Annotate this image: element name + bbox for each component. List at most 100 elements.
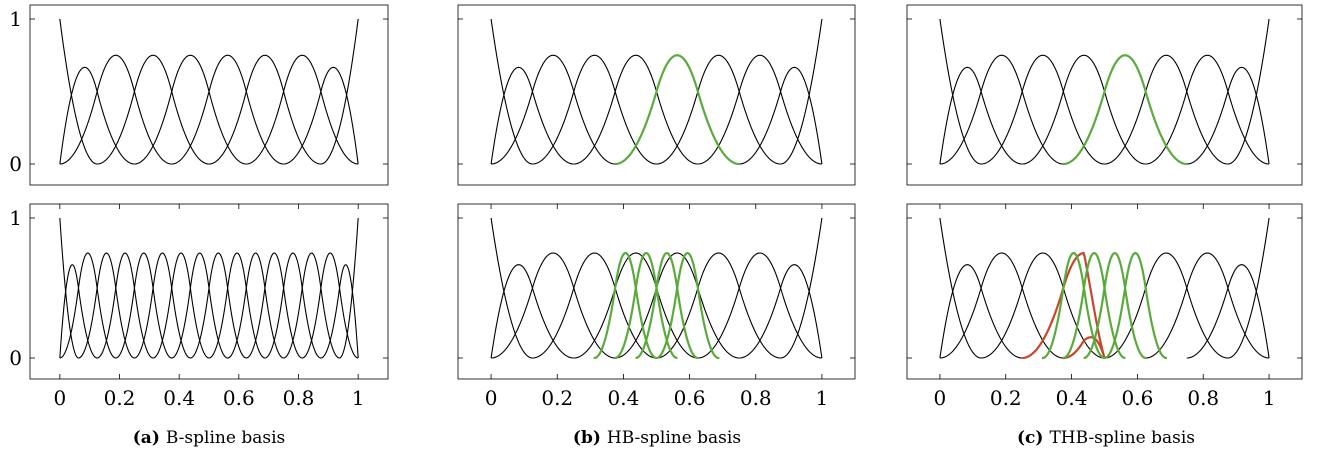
basis-function-0: [490, 217, 533, 359]
caption-b-tag: (b): [572, 428, 601, 448]
truncated-basis-function-4: [1022, 251, 1106, 360]
x-tick-label: 1: [352, 386, 365, 410]
basis-function-7: [1145, 252, 1270, 359]
basis-function-9: [1227, 18, 1270, 165]
fine-basis-function-9: [1083, 251, 1147, 360]
basis-function-4: [573, 54, 699, 165]
basis-function-1: [59, 264, 98, 359]
caption-c: (c) THB-spline basis: [1017, 428, 1195, 448]
y-tick-label: 0: [9, 152, 22, 176]
basis-function-8: [739, 264, 823, 359]
basis-function-2: [491, 252, 616, 359]
x-tick-label: 0.8: [283, 386, 315, 410]
x-tick-label: 0.8: [1187, 386, 1219, 410]
basis-function-6: [656, 54, 782, 165]
basis-function-17: [339, 217, 359, 359]
basis-function-8: [283, 66, 359, 165]
basis-function-1: [490, 264, 574, 359]
basis-function-0: [939, 217, 982, 359]
basis-function-9: [780, 217, 823, 359]
basis-function-3: [96, 54, 210, 165]
caption-a: (a) B-spline basis: [133, 428, 285, 448]
x-tick-label: 0.6: [1122, 386, 1154, 410]
basis-function-0: [939, 18, 982, 165]
y-tick-label: 1: [9, 206, 22, 230]
basis-function-16: [320, 264, 359, 359]
plot-frame: [29, 203, 389, 380]
basis-function-6: [656, 252, 782, 359]
basis-function-5: [171, 54, 284, 165]
chart-panel-4: [906, 4, 1303, 186]
basis-function-6: [1104, 54, 1229, 165]
y-tick-label: 1: [9, 7, 22, 31]
basis-function-0: [59, 217, 79, 359]
basis-function-2: [939, 54, 1064, 165]
chart-panel-3: 0 0.2 0.4 0.6 0.8 1: [457, 203, 856, 410]
basis-function-8: [1186, 66, 1270, 165]
y-tick-label: 0: [9, 346, 22, 370]
x-tick-label: 0: [934, 386, 947, 410]
basis-function-1: [939, 264, 1023, 359]
caption-b: (b) HB-spline basis: [573, 428, 741, 448]
basis-function-7: [697, 252, 822, 359]
chart-panel-2: [457, 4, 856, 186]
plot-frame: [906, 203, 1303, 380]
caption-a-tag: (a): [132, 428, 160, 448]
x-tick-label: 0.6: [674, 386, 706, 410]
basis-function-5: [614, 54, 740, 166]
basis-function-2: [491, 54, 616, 165]
basis-function-9: [1227, 217, 1270, 359]
x-tick-label: 0.4: [163, 386, 195, 410]
plot-frame: [457, 203, 856, 380]
basis-function-8: [1186, 264, 1270, 359]
basis-function-2: [59, 252, 117, 359]
basis-function-6: [134, 252, 192, 359]
basis-function-9: [320, 18, 359, 165]
basis-function-7: [697, 54, 822, 165]
chart-panel-0: 01: [9, 4, 389, 186]
basis-function-6: [208, 54, 322, 165]
plot-frame: [457, 4, 856, 186]
caption-b-text: HB-spline basis: [606, 428, 742, 448]
basis-function-14: [283, 252, 341, 359]
x-tick-label: 0.2: [990, 386, 1022, 410]
basis-function-1: [59, 66, 135, 165]
basis-function-0: [490, 18, 534, 165]
caption-c-tag: (c): [1017, 428, 1044, 448]
fine-basis-function-10: [1104, 251, 1168, 360]
x-tick-label: 0: [485, 386, 498, 410]
x-tick-label: 0.2: [541, 386, 573, 410]
x-tick-label: 1: [1263, 386, 1276, 410]
basis-function-13: [264, 252, 322, 359]
basis-function-8: [739, 66, 823, 165]
basis-function-3: [980, 54, 1105, 165]
basis-function-6: [1104, 252, 1229, 359]
x-tick-label: 0.8: [740, 386, 772, 410]
basis-function-0: [59, 18, 98, 165]
caption-c-text: THB-spline basis: [1049, 428, 1195, 448]
basis-function-2: [59, 54, 173, 165]
basis-function-5: [1062, 54, 1187, 166]
x-tick-label: 0.4: [608, 386, 640, 410]
basis-function-7: [1145, 54, 1270, 165]
x-tick-label: 0.2: [104, 386, 136, 410]
basis-function-1: [490, 66, 574, 165]
basis-function-9: [190, 252, 247, 359]
basis-function-1: [939, 66, 1023, 165]
chart-panel-1: 0 1 0 0.2 0.4 0.6 0.8 1: [9, 203, 389, 410]
fine-basis-function-9: [635, 251, 699, 360]
basis-function-4: [1022, 54, 1147, 165]
plot-frame: [29, 4, 389, 186]
x-tick-label: 0: [53, 386, 66, 410]
basis-function-3: [531, 54, 657, 165]
basis-function-9: [779, 18, 823, 165]
plot-frame: [906, 4, 1303, 186]
chart-panel-5: 0 0.2 0.4 0.6 0.8 1: [906, 203, 1303, 410]
fine-basis-function-10: [656, 251, 720, 360]
x-tick-label: 0.6: [223, 386, 255, 410]
basis-function-2: [939, 252, 1064, 359]
truncated-basis-function-5: [1062, 336, 1106, 360]
x-tick-label: 1: [816, 386, 829, 410]
caption-a-text: B-spline basis: [165, 428, 286, 448]
